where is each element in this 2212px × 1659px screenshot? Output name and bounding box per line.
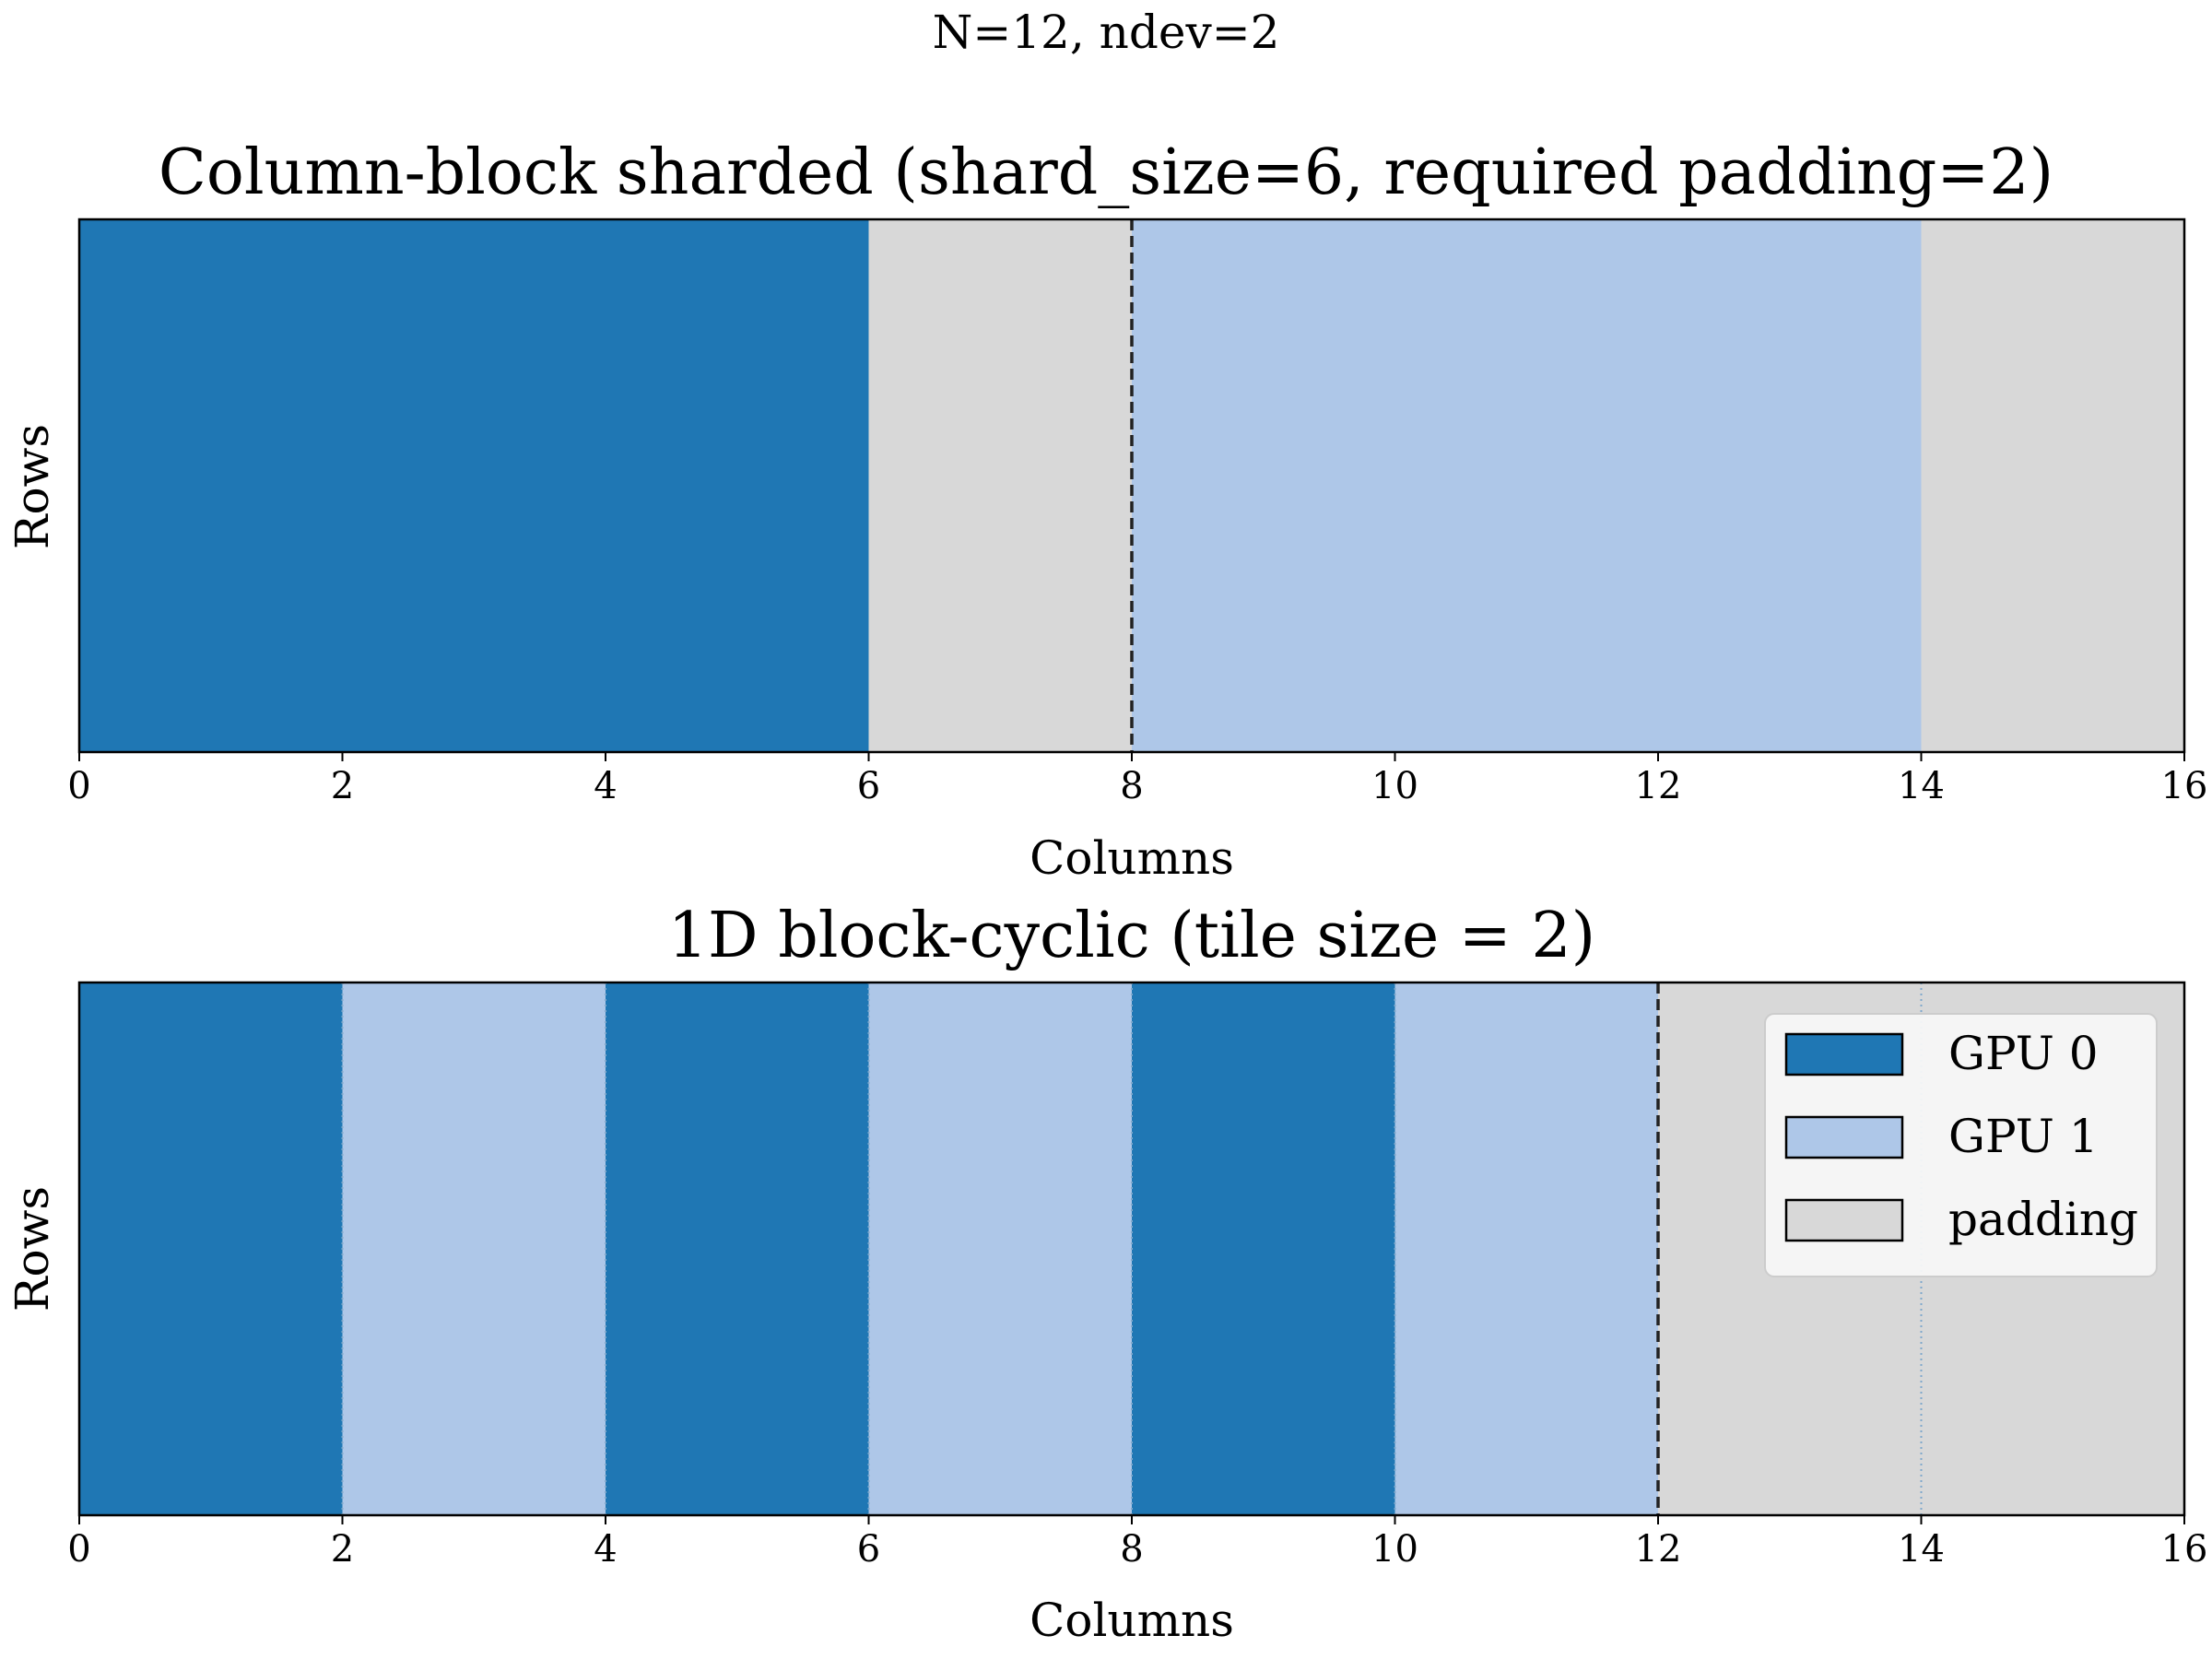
legend-label-padding: padding xyxy=(1948,1193,2138,1246)
panel-column-block: Column-block sharded (shard_size=6, requ… xyxy=(6,136,2207,885)
panel-column-block-xtick-label-0: 0 xyxy=(67,765,90,807)
panel-column-block-xtick-label-14: 14 xyxy=(1898,765,1945,807)
panel-column-block-xtick-label-2: 2 xyxy=(331,765,354,807)
panel-column-block-ylabel: Rows xyxy=(6,424,59,549)
panel-column-block-title: Column-block sharded (shard_size=6, requ… xyxy=(159,136,2053,209)
panel-block-cyclic-xtick-label-0: 0 xyxy=(67,1528,90,1571)
figure-suptitle: N=12, ndev=2 xyxy=(933,6,1280,59)
panel-block-cyclic-segment-gpu0-2 xyxy=(606,982,869,1515)
panel-block-cyclic-xtick-label-10: 10 xyxy=(1371,1528,1418,1571)
panel-block-cyclic-xtick-label-14: 14 xyxy=(1898,1528,1945,1571)
panel-column-block-xtick-label-8: 8 xyxy=(1120,765,1143,807)
legend-swatch-padding xyxy=(1784,1198,1904,1242)
legend-label-gpu0: GPU 0 xyxy=(1948,1027,2099,1080)
panel-column-block-xtick-label-4: 4 xyxy=(594,765,617,807)
panel-block-cyclic: 1D block-cyclic (tile size = 2) 0 2 4 6 8 10 1… xyxy=(6,900,2207,1647)
panel-block-cyclic-xtick-label-6: 6 xyxy=(857,1528,880,1571)
panel-block-cyclic-xtick-label-2: 2 xyxy=(331,1528,354,1571)
panel-column-block-segment-gpu1-2 xyxy=(1132,219,1922,752)
panel-block-cyclic-segments xyxy=(79,982,2184,1515)
legend-swatch-gpu0 xyxy=(1784,1032,1904,1077)
panel-column-block-xtick-label-12: 12 xyxy=(1635,765,1682,807)
panel-column-block-xticks: 0 2 4 6 8 10 12 14 16 xyxy=(67,752,2207,807)
panel-column-block-segment-padding-1 xyxy=(868,219,1132,752)
panel-block-cyclic-title: 1D block-cyclic (tile size = 2) xyxy=(668,900,1595,972)
panel-block-cyclic-xtick-label-4: 4 xyxy=(594,1528,617,1571)
panel-column-block-xtick-label-16: 16 xyxy=(2161,765,2208,807)
legend-label-gpu1: GPU 1 xyxy=(1948,1110,2099,1163)
panel-column-block-xtick-label-6: 6 xyxy=(857,765,880,807)
panel-column-block-xlabel: Columns xyxy=(1030,831,1234,885)
panel-block-cyclic-xtick-label-8: 8 xyxy=(1120,1528,1143,1571)
panel-block-cyclic-xticks: 0 2 4 6 8 10 12 14 16 xyxy=(67,1515,2207,1571)
panel-block-cyclic-segment-gpu1-1 xyxy=(342,982,606,1515)
panel-block-cyclic-segment-gpu1-5 xyxy=(1394,982,1658,1515)
panel-column-block-segments xyxy=(79,219,2184,752)
panel-block-cyclic-segment-gpu0-0 xyxy=(79,982,343,1515)
legend-swatch-gpu1 xyxy=(1784,1115,1904,1159)
panel-block-cyclic-ylabel: Rows xyxy=(6,1186,59,1312)
legend: GPU 0 GPU 1 padding xyxy=(1764,1013,2158,1277)
panel-block-cyclic-xlabel: Columns xyxy=(1030,1594,1234,1647)
panel-block-cyclic-xtick-label-12: 12 xyxy=(1635,1528,1682,1571)
panel-column-block-segment-gpu0-0 xyxy=(79,219,869,752)
panel-column-block-segment-padding-3 xyxy=(1921,219,2184,752)
panel-column-block-xtick-label-10: 10 xyxy=(1371,765,1418,807)
panel-block-cyclic-xtick-label-16: 16 xyxy=(2161,1528,2208,1571)
panel-block-cyclic-segment-gpu0-4 xyxy=(1132,982,1395,1515)
panel-block-cyclic-segment-gpu1-3 xyxy=(868,982,1132,1515)
